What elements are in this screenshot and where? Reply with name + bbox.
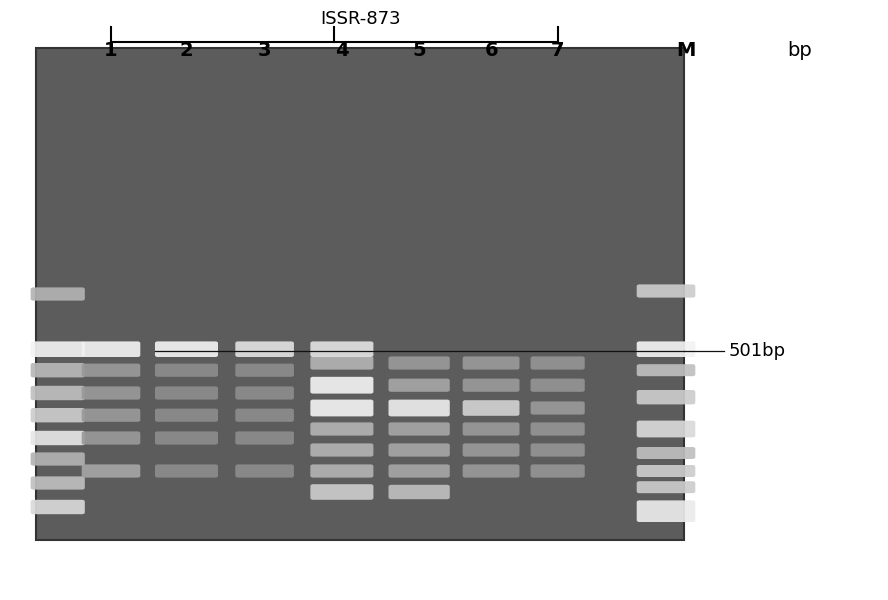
FancyBboxPatch shape (155, 364, 218, 377)
Text: 6: 6 (484, 41, 498, 61)
FancyBboxPatch shape (311, 464, 374, 478)
FancyBboxPatch shape (463, 379, 519, 392)
FancyBboxPatch shape (389, 400, 449, 416)
FancyBboxPatch shape (637, 421, 695, 437)
FancyBboxPatch shape (235, 386, 294, 400)
FancyBboxPatch shape (637, 447, 695, 459)
Text: ISSR-873: ISSR-873 (321, 10, 401, 28)
FancyBboxPatch shape (31, 341, 85, 357)
FancyBboxPatch shape (155, 464, 218, 478)
FancyBboxPatch shape (637, 390, 695, 404)
FancyBboxPatch shape (637, 284, 695, 298)
FancyBboxPatch shape (389, 422, 449, 436)
FancyBboxPatch shape (637, 364, 695, 376)
FancyBboxPatch shape (235, 464, 294, 478)
FancyBboxPatch shape (530, 379, 585, 392)
FancyBboxPatch shape (31, 363, 85, 377)
FancyBboxPatch shape (530, 422, 585, 436)
FancyBboxPatch shape (637, 500, 695, 522)
FancyBboxPatch shape (530, 464, 585, 478)
FancyBboxPatch shape (389, 485, 449, 499)
FancyBboxPatch shape (82, 431, 140, 445)
Text: 1: 1 (104, 41, 118, 61)
FancyBboxPatch shape (530, 356, 585, 370)
FancyBboxPatch shape (311, 422, 374, 436)
FancyBboxPatch shape (311, 341, 374, 357)
FancyBboxPatch shape (155, 409, 218, 422)
Text: 501bp: 501bp (728, 342, 785, 360)
FancyBboxPatch shape (530, 401, 585, 415)
FancyBboxPatch shape (463, 400, 519, 416)
FancyBboxPatch shape (463, 422, 519, 436)
FancyBboxPatch shape (235, 409, 294, 422)
FancyBboxPatch shape (637, 341, 695, 357)
FancyBboxPatch shape (463, 443, 519, 457)
FancyBboxPatch shape (389, 379, 449, 392)
FancyBboxPatch shape (82, 386, 140, 400)
FancyBboxPatch shape (31, 500, 85, 514)
FancyBboxPatch shape (31, 386, 85, 400)
Text: 2: 2 (179, 41, 194, 61)
FancyBboxPatch shape (82, 409, 140, 422)
FancyBboxPatch shape (389, 443, 449, 457)
FancyBboxPatch shape (389, 464, 449, 478)
FancyBboxPatch shape (311, 484, 374, 500)
FancyBboxPatch shape (463, 464, 519, 478)
FancyBboxPatch shape (463, 356, 519, 370)
FancyBboxPatch shape (36, 48, 684, 540)
FancyBboxPatch shape (530, 443, 585, 457)
Text: 7: 7 (551, 41, 565, 61)
FancyBboxPatch shape (311, 356, 374, 370)
FancyBboxPatch shape (31, 452, 85, 466)
FancyBboxPatch shape (82, 464, 140, 478)
Text: M: M (676, 41, 695, 61)
FancyBboxPatch shape (637, 481, 695, 493)
FancyBboxPatch shape (235, 341, 294, 357)
FancyBboxPatch shape (389, 356, 449, 370)
FancyBboxPatch shape (31, 408, 85, 422)
Text: 3: 3 (258, 41, 272, 61)
Text: bp: bp (787, 41, 812, 61)
Text: 4: 4 (335, 41, 349, 61)
FancyBboxPatch shape (311, 400, 374, 416)
FancyBboxPatch shape (82, 364, 140, 377)
FancyBboxPatch shape (311, 443, 374, 457)
FancyBboxPatch shape (31, 476, 85, 490)
FancyBboxPatch shape (31, 431, 85, 445)
FancyBboxPatch shape (155, 386, 218, 400)
FancyBboxPatch shape (155, 431, 218, 445)
FancyBboxPatch shape (637, 465, 695, 477)
FancyBboxPatch shape (155, 341, 218, 357)
FancyBboxPatch shape (235, 431, 294, 445)
FancyBboxPatch shape (31, 287, 85, 301)
Text: 5: 5 (412, 41, 426, 61)
FancyBboxPatch shape (235, 364, 294, 377)
FancyBboxPatch shape (82, 341, 140, 357)
FancyBboxPatch shape (311, 377, 374, 394)
